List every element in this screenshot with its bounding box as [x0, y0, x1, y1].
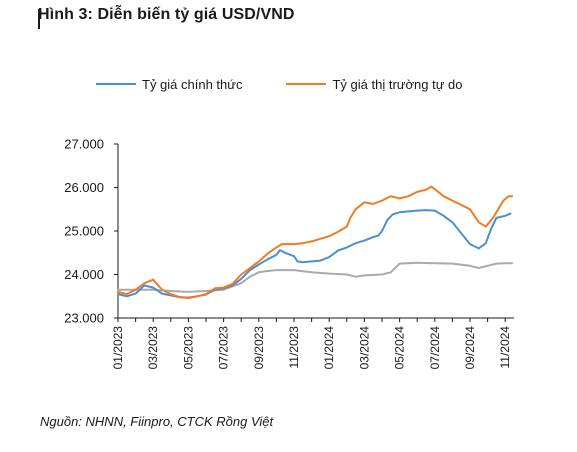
x-tick-label: 07/2024 [428, 326, 442, 370]
chart-title: Hình 3: Diễn biến tỷ giá USD/VND [38, 6, 295, 23]
legend-label-free-market: Tỷ giá thị trường tự do [332, 76, 463, 92]
x-tick-label: 05/2023 [181, 326, 195, 370]
x-tick-label: 01/2024 [322, 326, 336, 370]
series-line-official [117, 209, 512, 299]
y-tick-label: 23.000 [64, 311, 104, 326]
x-tick-label: 03/2023 [146, 326, 160, 370]
y-tick-label: 25.000 [64, 224, 104, 239]
series-line-grey [117, 261, 514, 293]
y-tick-label: 27.000 [64, 137, 104, 152]
x-tick-label: 09/2023 [252, 326, 266, 370]
x-tick-label: 11/2024 [498, 326, 512, 369]
title-marker [38, 9, 40, 29]
line-chart: 23.000 24.000 25.000 26.000 27.000 01/2023 03/… [64, 137, 514, 370]
legend-item-free-market: Tỷ giá thị trường tự do [286, 77, 462, 92]
series-line-free-market [117, 185, 514, 299]
legend-item-official: Tỷ giá chính thức [96, 77, 242, 92]
x-tick-label: 09/2024 [463, 326, 477, 370]
x-tick-label: 03/2024 [357, 326, 371, 370]
x-tick-label: 11/2023 [287, 326, 301, 369]
legend-swatch-official [96, 82, 136, 86]
x-tick-label: 01/2023 [111, 326, 125, 370]
y-tick-label: 24.000 [64, 267, 104, 282]
x-tick-label: 07/2023 [217, 326, 231, 370]
source-note: Nguồn: NHNN, Fiinpro, CTCK Rồng Việt [40, 414, 274, 429]
x-tick-label: 05/2024 [393, 326, 407, 370]
legend: Tỷ giá chính thức Tỷ giá thị trường tự d… [96, 74, 506, 94]
legend-swatch-free-market [286, 82, 327, 86]
legend-label-official: Tỷ giá chính thức [142, 76, 243, 92]
y-tick-label: 26.000 [64, 180, 104, 195]
